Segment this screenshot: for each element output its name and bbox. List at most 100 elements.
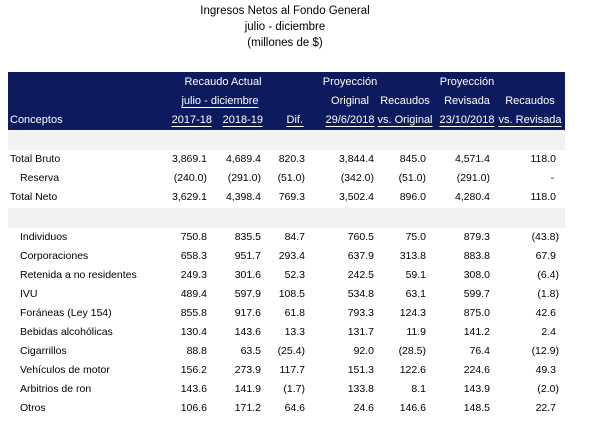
cell: 489.4 — [180, 288, 207, 300]
row-label: Total Neto — [10, 191, 58, 203]
row-label: Total Bruto — [10, 153, 61, 165]
cell: 63.1 — [405, 288, 426, 300]
header-proy-revisada-3: 23/10/2018 — [439, 114, 495, 127]
header-rec-vs-revisada-2: vs. Revisada — [498, 114, 562, 127]
cell: 133.8 — [347, 383, 374, 395]
cell: (1.7) — [283, 383, 305, 395]
cell: 760.5 — [347, 231, 374, 243]
row-label: Otros — [20, 402, 46, 414]
cell: (240.0) — [173, 172, 207, 184]
cell: (6.4) — [537, 269, 559, 281]
table-row: Total Bruto 3,869.1 4,689.4 820.3 3,844.… — [8, 150, 565, 168]
cell: 896.0 — [399, 191, 426, 203]
row-label: Corporaciones — [20, 250, 89, 262]
table-row: Bebidas alcohólicas 130.4 143.6 13.3 131… — [8, 323, 565, 341]
table-row: Arbitrios de ron 143.6 141.9 (1.7) 133.8… — [8, 380, 565, 398]
cell: 124.3 — [399, 307, 426, 319]
cell: 3,502.4 — [338, 191, 374, 203]
cell: 117.7 — [279, 364, 306, 376]
table-row: Cigarrillos 88.8 63.5 (25.4) 92.0 (28.5)… — [8, 342, 565, 360]
table-row: Retenida a no residentes 249.3 301.6 52.… — [8, 266, 565, 284]
cell: 2.4 — [541, 326, 556, 338]
table-title: Ingresos Netos al Fondo General julio - … — [0, 3, 570, 51]
cell: 106.6 — [180, 402, 207, 414]
cell: 118.0 — [530, 153, 557, 165]
table-row: Vehículos de motor 156.2 273.9 117.7 151… — [8, 361, 565, 379]
header-proy-revisada-1: Proyección — [439, 76, 495, 88]
cell: 143.9 — [463, 383, 490, 395]
row-label: Reserva — [20, 172, 60, 184]
cell: (1.8) — [537, 288, 559, 300]
header-conceptos: Conceptos — [10, 114, 63, 126]
cell: 4,398.4 — [225, 191, 261, 203]
cell: 143.6 — [180, 383, 207, 395]
cell: 4,571.4 — [454, 153, 490, 165]
row-label: IVU — [20, 288, 38, 300]
spacer-band — [8, 208, 565, 228]
cell: 951.7 — [234, 250, 261, 262]
cell: 875.0 — [463, 307, 490, 319]
header-proy-revisada-2: Revisada — [444, 95, 490, 107]
cell: 130.4 — [180, 326, 207, 338]
cell: 249.3 — [180, 269, 207, 281]
row-label: Foráneas (Ley 154) — [20, 307, 112, 319]
cell: 658.3 — [180, 250, 207, 262]
cell: 143.6 — [234, 326, 261, 338]
table-row: Reserva (240.0) (291.0) (51.0) (342.0) (… — [8, 169, 565, 187]
cell: 49.3 — [535, 364, 556, 376]
cell: 599.7 — [463, 288, 490, 300]
cell: (43.8) — [531, 231, 559, 243]
cell: 242.5 — [347, 269, 374, 281]
table-row: Total Neto 3,629.1 4,398.4 769.3 3,502.4… — [8, 188, 565, 206]
cell: (291.0) — [227, 172, 261, 184]
row-label: Individuos — [20, 231, 68, 243]
cell: 131.7 — [347, 326, 374, 338]
cell: 224.6 — [463, 364, 490, 376]
table-row: Otros 106.6 171.2 64.6 24.6 146.6 148.5 … — [8, 399, 565, 417]
cell: 64.6 — [284, 402, 305, 414]
cell: 42.6 — [535, 307, 556, 319]
cell: 820.3 — [278, 153, 305, 165]
cell: 52.3 — [284, 269, 305, 281]
table-row: Foráneas (Ley 154) 855.8 917.6 61.8 793.… — [8, 304, 565, 322]
table-header: Conceptos Recaudo Actual julio - diciemb… — [8, 72, 565, 130]
cell: 637.9 — [347, 250, 374, 262]
table-body: Total Bruto 3,869.1 4,689.4 820.3 3,844.… — [8, 130, 565, 437]
cell: 67.9 — [535, 250, 556, 262]
cell: 883.8 — [463, 250, 490, 262]
cell: 8.1 — [411, 383, 426, 395]
cell: 156.2 — [180, 364, 207, 376]
cell: 88.8 — [186, 345, 207, 357]
cell: 835.5 — [234, 231, 261, 243]
cell: 141.2 — [463, 326, 490, 338]
cell: 3,629.1 — [171, 191, 207, 203]
cell: (291.0) — [456, 172, 490, 184]
cell: 148.5 — [463, 402, 490, 414]
title-line-2: julio - diciembre — [244, 21, 326, 33]
cell: (342.0) — [340, 172, 374, 184]
cell: 769.3 — [278, 191, 305, 203]
cell: 313.8 — [399, 250, 426, 262]
cell: 84.7 — [284, 231, 305, 243]
cell: 108.5 — [278, 288, 305, 300]
header-proy-original-3: 29/6/2018 — [325, 114, 375, 127]
cell: 75.0 — [405, 231, 426, 243]
header-recaudo-actual-1: Recaudo Actual — [184, 76, 262, 88]
title-line-1: Ingresos Netos al Fondo General — [200, 5, 370, 17]
header-dif: Dif. — [286, 114, 303, 127]
cell: 293.4 — [278, 250, 305, 262]
cell: 750.8 — [180, 231, 207, 243]
cell: 24.6 — [353, 402, 374, 414]
cell: 597.9 — [234, 288, 261, 300]
cell: 4,280.4 — [454, 191, 490, 203]
row-label: Retenida a no residentes — [20, 269, 137, 281]
cell: 534.8 — [347, 288, 374, 300]
table-row: IVU 489.4 597.9 108.5 534.8 63.1 599.7 (… — [8, 285, 565, 303]
row-label: Bebidas alcohólicas — [20, 326, 113, 338]
cell: 151.3 — [347, 364, 374, 376]
cell: 171.2 — [234, 402, 261, 414]
cell: 76.4 — [469, 345, 490, 357]
row-label: Arbitrios de ron — [20, 383, 92, 395]
cell: 22.7 — [535, 402, 556, 414]
table-row: Individuos 750.8 835.5 84.7 760.5 75.0 8… — [8, 228, 565, 246]
